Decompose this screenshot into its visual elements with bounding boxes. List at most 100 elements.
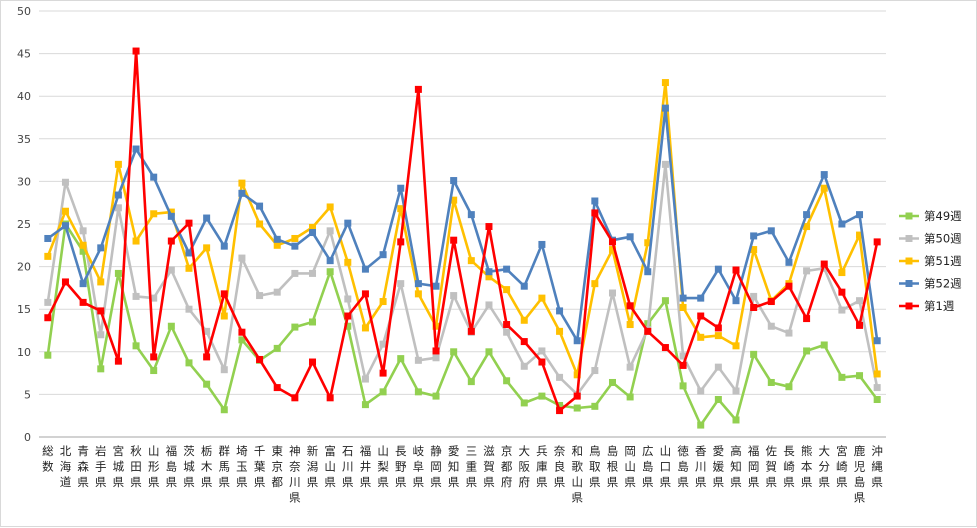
data-point — [591, 197, 599, 205]
x-tick-label: 神奈川県 — [289, 444, 301, 505]
data-point — [750, 246, 758, 254]
data-point — [450, 236, 458, 244]
data-point — [432, 392, 440, 400]
data-point — [220, 290, 228, 298]
data-point — [820, 264, 828, 272]
data-point — [750, 232, 758, 240]
x-tick-label: 富山県 — [324, 444, 336, 489]
data-point — [167, 237, 175, 245]
data-point — [150, 367, 158, 375]
data-point — [44, 351, 52, 359]
data-point — [626, 233, 634, 241]
data-point — [732, 297, 740, 305]
data-point — [379, 340, 387, 348]
data-point — [167, 208, 175, 216]
data-point — [697, 421, 705, 429]
x-tick-label: 愛知県 — [448, 444, 460, 489]
y-tick-label: 5 — [24, 388, 31, 401]
data-point — [679, 361, 687, 369]
data-point — [503, 265, 511, 273]
data-point — [167, 322, 175, 330]
x-tick-label: 徳島県 — [677, 444, 689, 489]
x-tick-label: 高知県 — [730, 444, 742, 489]
data-point — [697, 312, 705, 320]
x-tick-label: 群馬県 — [219, 444, 231, 489]
data-point — [414, 356, 422, 364]
x-tick-label: 秋田県 — [130, 444, 142, 489]
data-point — [661, 104, 669, 112]
data-point — [661, 79, 669, 87]
data-point — [679, 352, 687, 360]
data-point — [661, 160, 669, 168]
data-point — [185, 219, 193, 227]
data-point — [467, 327, 475, 335]
data-point — [344, 322, 352, 330]
x-tick-label: 長崎県 — [783, 444, 795, 489]
data-point — [520, 362, 528, 370]
y-tick-label: 40 — [17, 90, 31, 103]
data-point — [114, 269, 122, 277]
data-point — [803, 315, 811, 323]
data-point — [873, 337, 881, 345]
x-tick-label: 埼玉県 — [236, 444, 248, 489]
x-tick-label: 石川県 — [342, 444, 354, 489]
data-point — [432, 322, 440, 330]
data-point — [238, 189, 246, 197]
data-point — [608, 289, 616, 297]
data-point — [167, 266, 175, 274]
data-point — [820, 260, 828, 268]
data-point — [873, 370, 881, 378]
x-tick-label: 三重県 — [466, 444, 478, 489]
data-point — [520, 282, 528, 290]
legend-label: 第50週 — [924, 232, 962, 246]
data-point — [697, 387, 705, 395]
data-point — [361, 401, 369, 409]
data-point — [591, 367, 599, 375]
x-tick-label: 熊本県 — [801, 444, 813, 489]
data-point — [97, 307, 105, 315]
data-point — [732, 387, 740, 395]
y-tick-label: 45 — [17, 48, 31, 61]
x-tick-label: 栃木県 — [201, 444, 213, 489]
data-point — [114, 191, 122, 199]
y-tick-label: 15 — [17, 303, 31, 316]
data-point — [608, 378, 616, 386]
data-point — [203, 380, 211, 388]
data-point — [573, 337, 581, 345]
data-point — [397, 238, 405, 246]
data-point — [61, 178, 69, 186]
data-point — [97, 278, 105, 286]
x-tick-label: 静岡県 — [430, 444, 442, 489]
data-point — [714, 396, 722, 404]
data-point — [379, 388, 387, 396]
data-point — [820, 341, 828, 349]
x-tick-label: 岐阜県 — [413, 444, 425, 489]
data-point — [714, 332, 722, 340]
data-point — [856, 372, 864, 380]
data-point — [644, 268, 652, 276]
data-point — [132, 47, 140, 55]
data-point — [150, 210, 158, 218]
legend-label: 第49週 — [924, 209, 962, 223]
series-line — [46, 222, 879, 427]
data-point — [79, 280, 87, 288]
data-point — [856, 321, 864, 329]
data-point — [61, 222, 69, 230]
data-point — [520, 316, 528, 324]
data-point — [556, 307, 564, 315]
data-point — [626, 363, 634, 371]
data-point — [291, 394, 299, 402]
x-tick-label: 福岡県 — [748, 444, 760, 489]
data-point — [608, 246, 616, 254]
data-point — [838, 306, 846, 314]
data-point — [150, 294, 158, 302]
data-point — [485, 348, 493, 356]
data-point — [114, 160, 122, 168]
data-point — [132, 237, 140, 245]
legend-swatch-marker — [905, 302, 913, 310]
data-point — [714, 324, 722, 332]
data-point — [573, 392, 581, 400]
data-point — [238, 328, 246, 336]
data-point — [414, 388, 422, 396]
x-tick-label: 広島県 — [642, 444, 654, 489]
